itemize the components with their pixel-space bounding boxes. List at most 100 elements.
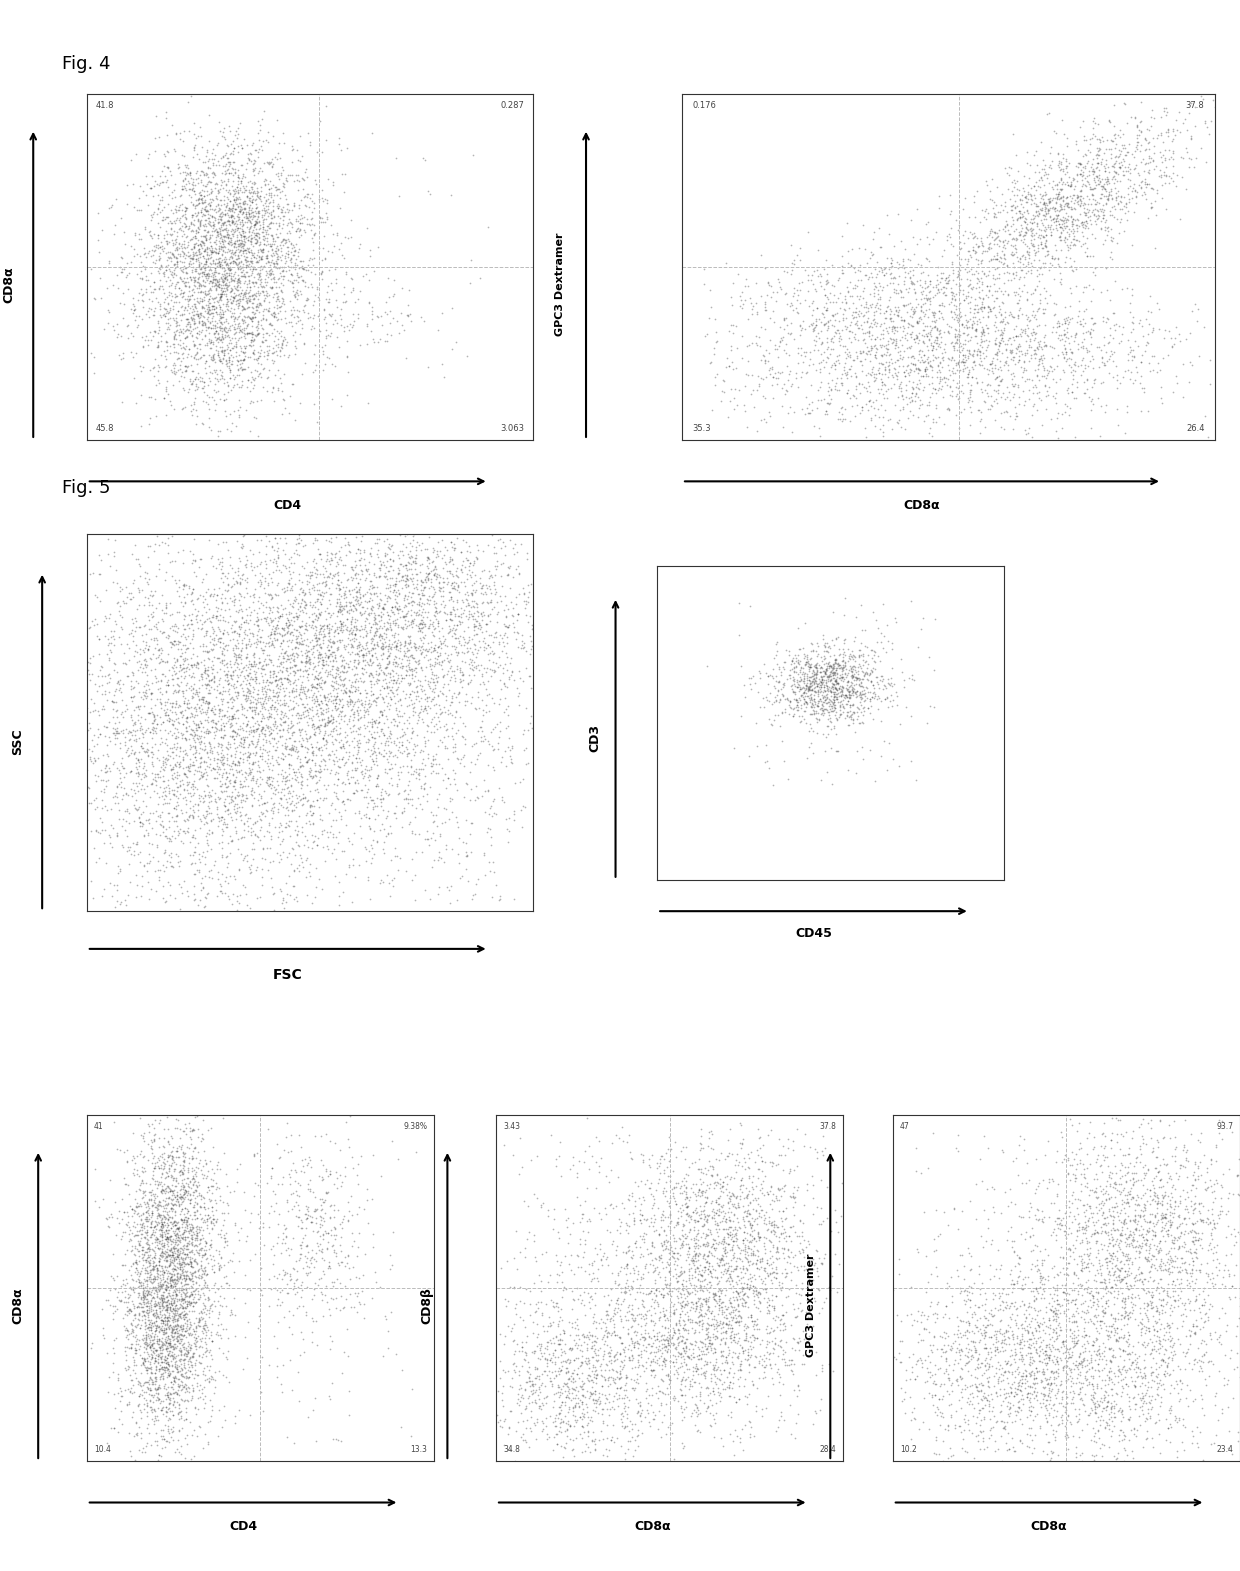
Point <box>830 325 849 350</box>
Point <box>195 256 215 281</box>
Point <box>154 621 174 646</box>
Point <box>861 393 880 418</box>
Point <box>268 236 288 261</box>
Point <box>279 864 299 889</box>
Point <box>967 311 987 336</box>
Point <box>386 632 405 657</box>
Point <box>897 372 916 397</box>
Point <box>1063 363 1083 388</box>
Point <box>311 1280 331 1306</box>
Point <box>962 1420 982 1445</box>
Point <box>264 375 284 401</box>
Point <box>1117 1329 1137 1354</box>
Point <box>495 790 515 815</box>
Point <box>1078 1142 1097 1167</box>
Point <box>1140 1279 1159 1304</box>
Point <box>697 1230 717 1255</box>
Point <box>670 1291 689 1316</box>
Point <box>184 798 203 823</box>
Point <box>196 264 216 289</box>
Point <box>327 621 347 646</box>
Point <box>1180 1122 1200 1147</box>
Point <box>1147 1310 1167 1335</box>
Point <box>647 1338 667 1364</box>
Point <box>248 605 268 630</box>
Point <box>170 1321 190 1346</box>
Point <box>548 1345 568 1370</box>
Point <box>202 614 222 639</box>
Point <box>161 1273 181 1298</box>
Point <box>1194 1342 1214 1367</box>
Point <box>454 724 474 749</box>
Point <box>862 357 882 382</box>
Point <box>764 1318 784 1343</box>
Point <box>187 1240 207 1265</box>
Point <box>520 624 539 649</box>
Point <box>397 553 417 578</box>
Point <box>191 735 211 760</box>
Point <box>1080 1152 1100 1177</box>
Point <box>151 1273 171 1298</box>
Point <box>295 292 315 317</box>
Point <box>151 1274 171 1299</box>
Point <box>331 746 351 771</box>
Point <box>994 1409 1014 1434</box>
Point <box>790 688 810 713</box>
Point <box>138 1191 157 1216</box>
Point <box>252 872 272 897</box>
Point <box>1050 157 1070 182</box>
Point <box>149 1247 169 1273</box>
Point <box>139 743 159 768</box>
Point <box>301 562 321 588</box>
Point <box>156 402 176 427</box>
Point <box>392 666 412 691</box>
Point <box>169 1229 188 1254</box>
Point <box>763 712 782 737</box>
Point <box>531 1373 551 1398</box>
Point <box>1073 174 1092 200</box>
Point <box>415 764 435 789</box>
Point <box>167 220 187 245</box>
Point <box>942 358 962 383</box>
Point <box>962 1302 982 1327</box>
Point <box>241 204 260 229</box>
Point <box>247 627 267 652</box>
Point <box>211 635 231 660</box>
Point <box>407 674 427 699</box>
Point <box>691 1375 711 1400</box>
Point <box>1038 1315 1058 1340</box>
Point <box>946 1368 966 1393</box>
Point <box>742 361 761 386</box>
Point <box>222 410 242 435</box>
Point <box>171 258 191 283</box>
Point <box>986 256 1006 281</box>
Point <box>159 672 179 698</box>
Point <box>233 533 253 558</box>
Point <box>1154 1180 1174 1205</box>
Point <box>1105 1169 1125 1194</box>
Point <box>392 655 412 680</box>
Point <box>864 643 884 668</box>
Point <box>227 275 247 300</box>
Point <box>1104 159 1123 184</box>
Point <box>244 281 264 306</box>
Point <box>141 1332 161 1357</box>
Point <box>1007 226 1027 251</box>
Point <box>1044 267 1064 292</box>
Point <box>1083 1252 1102 1277</box>
Point <box>138 638 157 663</box>
Point <box>190 1284 210 1309</box>
Point <box>161 1196 181 1221</box>
Point <box>279 242 299 267</box>
Point <box>722 1238 742 1263</box>
Point <box>745 1243 765 1268</box>
Point <box>210 265 229 291</box>
Point <box>227 698 247 723</box>
Point <box>156 1299 176 1324</box>
Point <box>805 671 825 696</box>
Point <box>274 616 294 641</box>
Point <box>371 870 391 895</box>
Point <box>227 753 247 778</box>
Point <box>337 658 357 683</box>
Point <box>1070 193 1090 218</box>
